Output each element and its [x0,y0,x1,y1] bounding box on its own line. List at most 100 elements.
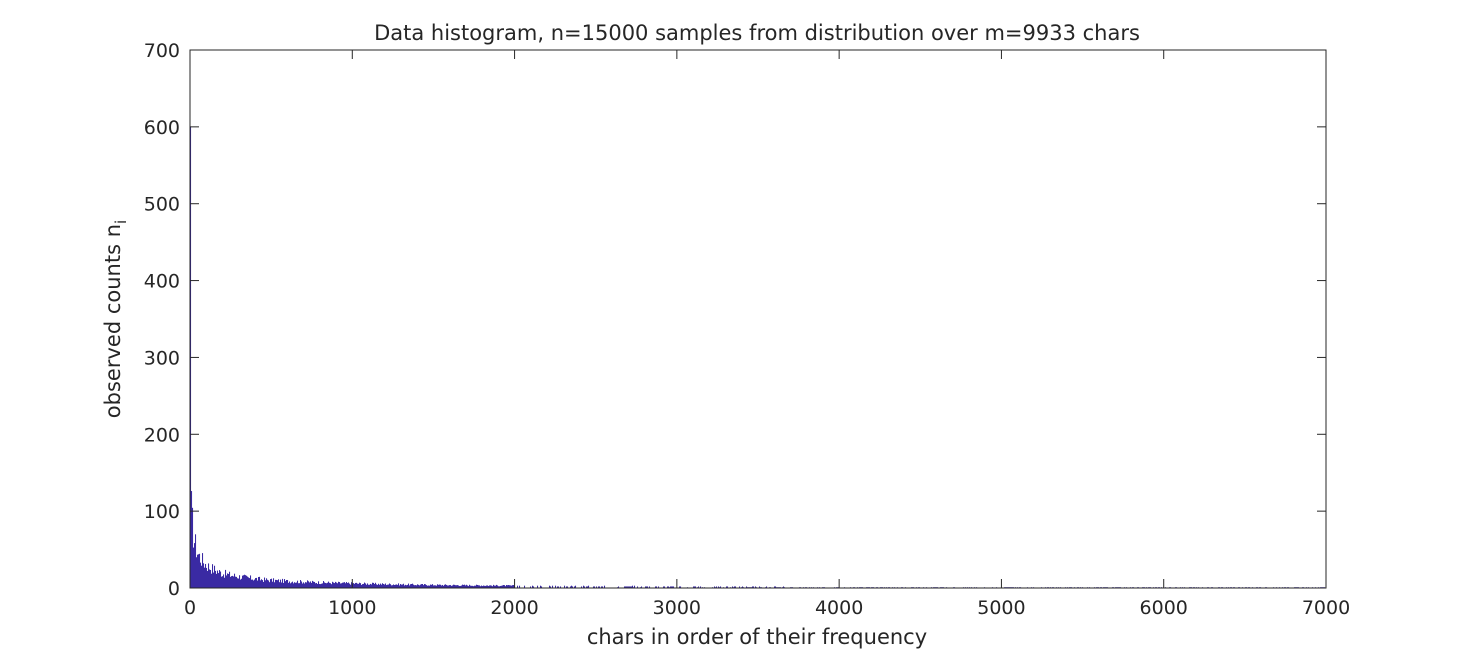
histogram-bar [698,586,700,588]
histogram-bar [466,584,468,588]
histogram-bar [375,582,377,588]
histogram-bar [392,585,394,588]
histogram-bar [312,580,314,588]
histogram-bar [214,565,216,588]
histogram-bar [403,583,405,588]
histogram-bar [288,582,290,588]
histogram-bar [233,576,235,588]
histogram-bar [322,583,324,588]
histogram-bar [285,581,287,588]
histogram-bar [260,580,262,588]
histogram-bar [444,584,446,588]
histogram-bar [330,583,332,588]
histogram-bar [441,585,443,588]
histogram-bar [227,573,229,588]
histogram-bar [366,584,368,588]
histogram-bar [306,582,308,588]
histogram-bar [203,563,205,588]
histogram-bar [265,580,267,588]
histogram-bar [238,578,240,588]
histogram-bar [537,585,539,588]
histogram-bar [450,585,452,588]
histogram-bar [532,585,534,588]
histogram-bar [284,579,286,588]
histogram-bar [549,585,551,588]
histogram-bar [398,583,400,588]
histogram-bar [425,584,427,588]
y-tick-label: 100 [144,501,180,523]
histogram-bar [670,586,672,588]
histogram-bar [647,586,649,588]
histogram-bar [424,584,426,588]
histogram-bar [332,581,334,588]
histogram-bar [555,585,557,588]
histogram-bar [286,579,288,588]
histogram-bar [369,584,371,588]
histogram-bar [454,584,456,588]
histogram-bar [679,586,681,588]
histogram-bar [245,575,247,588]
histogram-bar [472,585,474,588]
histogram-bar [353,583,355,588]
histogram-bar [503,585,505,588]
histogram-bar [700,586,702,588]
histogram-bar [442,584,444,588]
histogram-bar [432,584,434,588]
histogram-bar [479,585,481,588]
histogram-bar [222,576,224,588]
histogram-bar [634,585,636,588]
histogram-bar [280,579,282,588]
histogram-bar [419,585,421,588]
histogram-bar [473,586,475,588]
histogram-bar [766,586,768,588]
histogram-bar [485,585,487,588]
histogram-bar [236,576,238,588]
histogram-bar [381,584,383,588]
histogram-bar [475,585,477,588]
histogram-bar [287,579,289,588]
histogram-bar [272,581,274,588]
histogram-bar [423,585,425,588]
histogram-bar [588,585,590,588]
histogram-bar [371,584,373,588]
histogram-bar [435,585,437,588]
x-tick-label: 5000 [977,597,1025,619]
histogram-bar [714,586,716,588]
histogram-bar [481,585,483,588]
histogram-bar [735,586,737,588]
histogram-bar [505,586,507,588]
histogram-bar [540,585,542,588]
histogram-bar [323,581,325,588]
histogram-bar [656,586,658,588]
histogram-bar [480,586,482,588]
histogram-bar [316,582,318,588]
histogram-bar [358,583,360,588]
histogram-bar [439,584,441,588]
histogram-bar [329,582,331,588]
histogram-bar [300,580,302,588]
histogram-bar [510,585,512,588]
histogram-bar [212,564,214,588]
histogram-bar [755,586,757,588]
histogram-bar [307,580,309,588]
histogram-bar [242,575,244,588]
histogram-bar [618,586,620,588]
histogram-bar [436,585,438,588]
histogram-bar [378,583,380,588]
histogram-bar [567,586,569,588]
histogram-bar [524,585,526,588]
histogram-bar [213,572,215,588]
histogram-bar [356,582,358,588]
histogram-bar [209,569,211,588]
histogram-bar [409,585,411,588]
histogram-bar [507,585,509,588]
histogram-bar [290,583,292,588]
x-axis-ticks: 0 1000 2000 3000 4000 5000 6000 7000 [184,50,1350,619]
histogram-bar [387,584,389,588]
histogram-bar [560,586,562,588]
histogram-bar [374,584,376,588]
histogram-bar [504,585,506,588]
histogram-bar [199,553,201,588]
